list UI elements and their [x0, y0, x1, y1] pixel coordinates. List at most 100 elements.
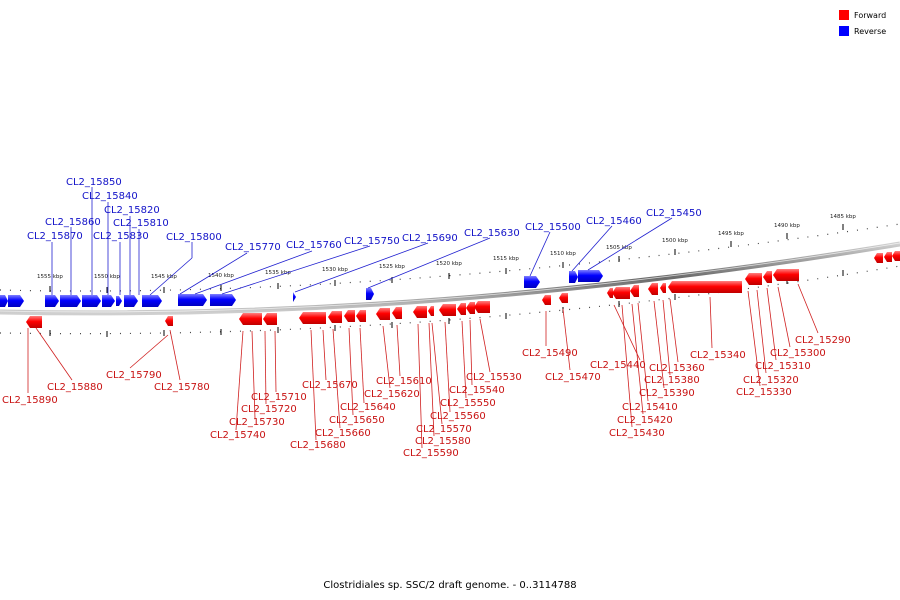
- forward-gene-arrow[interactable]: [668, 281, 742, 293]
- forward-gene-label[interactable]: CL2_15550: [440, 398, 496, 409]
- forward-gene-arrow[interactable]: [392, 307, 402, 319]
- reverse-gene-arrow[interactable]: [82, 295, 101, 307]
- reverse-gene-label[interactable]: CL2_15500: [525, 222, 581, 233]
- forward-gene-arrow[interactable]: [239, 313, 262, 325]
- forward-gene-label[interactable]: CL2_15380: [644, 375, 700, 386]
- forward-gene-arrow[interactable]: [344, 310, 355, 322]
- reverse-gene-arrow[interactable]: [569, 271, 578, 283]
- forward-gene-arrow[interactable]: [474, 301, 490, 313]
- reverse-gene-label[interactable]: CL2_15830: [93, 231, 149, 242]
- forward-gene-label[interactable]: CL2_15640: [340, 402, 396, 413]
- forward-gene-label[interactable]: CL2_15570: [416, 424, 472, 435]
- forward-gene-label[interactable]: CL2_15390: [639, 388, 695, 399]
- forward-gene-label[interactable]: CL2_15300: [770, 348, 826, 359]
- reverse-gene-arrow[interactable]: [366, 288, 374, 300]
- forward-gene-label[interactable]: CL2_15290: [795, 335, 851, 346]
- forward-gene-arrow[interactable]: [413, 306, 427, 318]
- reverse-gene-label[interactable]: CL2_15630: [464, 228, 520, 239]
- forward-gene-label[interactable]: CL2_15880: [47, 382, 103, 393]
- forward-gene-arrow[interactable]: [376, 308, 390, 320]
- forward-gene-label[interactable]: CL2_15890: [2, 395, 58, 406]
- forward-gene-label[interactable]: CL2_15490: [522, 348, 578, 359]
- reverse-gene-label[interactable]: CL2_15460: [586, 216, 642, 227]
- forward-gene-label[interactable]: CL2_15740: [210, 430, 266, 441]
- forward-gene-arrow[interactable]: [884, 252, 892, 262]
- forward-gene-arrow[interactable]: [542, 295, 551, 305]
- reverse-gene-arrow[interactable]: [8, 295, 24, 307]
- forward-gene-label[interactable]: CL2_15540: [449, 385, 505, 396]
- forward-gene-label[interactable]: CL2_15410: [622, 402, 678, 413]
- reverse-gene-label[interactable]: CL2_15860: [45, 217, 101, 228]
- forward-gene-label[interactable]: CL2_15670: [302, 380, 358, 391]
- forward-gene-arrow[interactable]: [763, 271, 772, 283]
- reverse-gene-label[interactable]: CL2_15810: [113, 218, 169, 229]
- reverse-gene-label[interactable]: CL2_15770: [225, 242, 281, 253]
- forward-gene-label[interactable]: CL2_15720: [241, 404, 297, 415]
- reverse-gene-arrow[interactable]: [116, 296, 122, 306]
- reverse-gene-arrow[interactable]: [60, 295, 81, 307]
- reverse-gene-label[interactable]: CL2_15450: [646, 208, 702, 219]
- forward-gene-label[interactable]: CL2_15590: [403, 448, 459, 459]
- forward-gene-arrow[interactable]: [356, 310, 366, 322]
- scale-ticks: 1555 kbp 1550 kbp 1545 kbp 1540 kbp 1535…: [37, 214, 856, 293]
- reverse-gene-arrow[interactable]: [0, 295, 8, 307]
- forward-gene-arrow[interactable]: [612, 287, 630, 299]
- reverse-gene-arrow[interactable]: [524, 276, 540, 288]
- reverse-gene-label[interactable]: CL2_15760: [286, 240, 342, 251]
- forward-gene-arrow[interactable]: [428, 306, 434, 316]
- reverse-gene-arrow[interactable]: [45, 295, 59, 307]
- forward-gene-label[interactable]: CL2_15530: [466, 372, 522, 383]
- forward-gene-arrow[interactable]: [466, 302, 475, 314]
- reverse-gene-arrow[interactable]: [102, 295, 115, 307]
- forward-gene-arrow[interactable]: [630, 285, 639, 297]
- forward-gene-arrow[interactable]: [607, 288, 613, 298]
- forward-gene-label[interactable]: CL2_15680: [290, 440, 346, 451]
- forward-gene-arrow[interactable]: [328, 311, 342, 323]
- forward-gene-label[interactable]: CL2_15470: [545, 372, 601, 383]
- reverse-gene-label[interactable]: CL2_15850: [66, 177, 122, 188]
- forward-gene-arrow[interactable]: [874, 253, 883, 263]
- reverse-gene-arrow[interactable]: [178, 294, 207, 306]
- forward-gene-arrow[interactable]: [439, 304, 456, 316]
- reverse-gene-label[interactable]: CL2_15820: [104, 205, 160, 216]
- forward-gene-label[interactable]: CL2_15310: [755, 361, 811, 372]
- reverse-gene-arrow[interactable]: [578, 270, 603, 282]
- reverse-gene-arrow[interactable]: [293, 292, 296, 302]
- forward-gene-label[interactable]: CL2_15620: [364, 389, 420, 400]
- forward-gene-arrow[interactable]: [892, 251, 900, 261]
- forward-gene-arrow[interactable]: [263, 313, 277, 325]
- forward-gene-label[interactable]: CL2_15650: [329, 415, 385, 426]
- forward-gene-arrow[interactable]: [559, 293, 568, 303]
- forward-gene-label[interactable]: CL2_15420: [617, 415, 673, 426]
- forward-gene-label[interactable]: CL2_15440: [590, 360, 646, 371]
- forward-gene-arrow[interactable]: [165, 316, 173, 326]
- reverse-gene-label[interactable]: CL2_15750: [344, 236, 400, 247]
- forward-gene-label[interactable]: CL2_15660: [315, 428, 371, 439]
- forward-gene-arrow[interactable]: [26, 316, 42, 328]
- forward-gene-arrow[interactable]: [299, 312, 326, 324]
- forward-gene-label[interactable]: CL2_15430: [609, 428, 665, 439]
- reverse-gene-label[interactable]: CL2_15870: [27, 231, 83, 242]
- forward-gene-label[interactable]: CL2_15780: [154, 382, 210, 393]
- forward-gene-label[interactable]: CL2_15710: [251, 392, 307, 403]
- forward-gene-arrow[interactable]: [648, 283, 658, 295]
- reverse-gene-arrow[interactable]: [124, 295, 138, 307]
- forward-gene-arrow[interactable]: [457, 303, 466, 315]
- forward-gene-label[interactable]: CL2_15610: [376, 376, 432, 387]
- forward-gene-label[interactable]: CL2_15360: [649, 363, 705, 374]
- forward-gene-label[interactable]: CL2_15330: [736, 387, 792, 398]
- forward-gene-label[interactable]: CL2_15580: [415, 436, 471, 447]
- forward-gene-arrow[interactable]: [660, 283, 666, 293]
- forward-gene-arrow[interactable]: [745, 273, 762, 285]
- reverse-gene-arrow[interactable]: [142, 295, 162, 307]
- forward-gene-label[interactable]: CL2_15320: [743, 375, 799, 386]
- forward-gene-arrow[interactable]: [773, 269, 799, 281]
- reverse-gene-label[interactable]: CL2_15690: [402, 233, 458, 244]
- forward-gene-label[interactable]: CL2_15560: [430, 411, 486, 422]
- reverse-gene-arrow[interactable]: [210, 294, 236, 306]
- reverse-gene-label[interactable]: CL2_15800: [166, 232, 222, 243]
- reverse-gene-label[interactable]: CL2_15840: [82, 191, 138, 202]
- forward-gene-label[interactable]: CL2_15340: [690, 350, 746, 361]
- forward-gene-label[interactable]: CL2_15730: [229, 417, 285, 428]
- forward-gene-label[interactable]: CL2_15790: [106, 370, 162, 381]
